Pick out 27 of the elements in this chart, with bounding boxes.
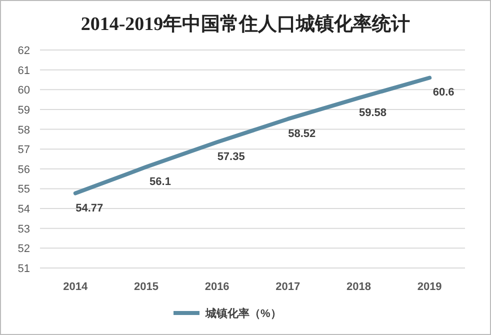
line-series bbox=[73, 76, 432, 196]
x-tick-label: 2019 bbox=[417, 281, 442, 293]
y-tick-label: 59 bbox=[18, 104, 30, 116]
x-tick-label: 2015 bbox=[134, 281, 158, 293]
data-label: 56.1 bbox=[150, 176, 171, 188]
y-tick-label: 58 bbox=[18, 124, 30, 136]
y-tick-label: 62 bbox=[18, 45, 30, 57]
chart-title: 2014-2019年中国常住人口城镇化率统计 bbox=[80, 13, 410, 35]
y-tick-label: 53 bbox=[18, 223, 30, 236]
y-tick-label: 60 bbox=[18, 84, 30, 97]
y-tick-label: 55 bbox=[18, 184, 30, 196]
x-tick-label: 2014 bbox=[63, 281, 89, 293]
data-label: 58.52 bbox=[288, 128, 316, 140]
y-tick-label: 57 bbox=[18, 144, 30, 156]
y-tick-label: 61 bbox=[18, 64, 30, 77]
data-label: 59.58 bbox=[358, 106, 387, 119]
y-tick-label: 52 bbox=[18, 243, 30, 256]
data-label: 60.6 bbox=[432, 86, 454, 99]
data-label: 57.35 bbox=[217, 151, 245, 164]
x-tick-label: 2016 bbox=[204, 281, 230, 293]
y-tick-label: 51 bbox=[18, 263, 30, 275]
data-label: 54.77 bbox=[76, 202, 104, 214]
x-tick-label: 2017 bbox=[276, 281, 300, 293]
y-tick-label: 54 bbox=[18, 204, 30, 216]
y-tick-label: 56 bbox=[18, 164, 30, 176]
x-tick-label: 2018 bbox=[346, 281, 371, 293]
legend-label: 城镇化率（%） bbox=[204, 307, 282, 320]
